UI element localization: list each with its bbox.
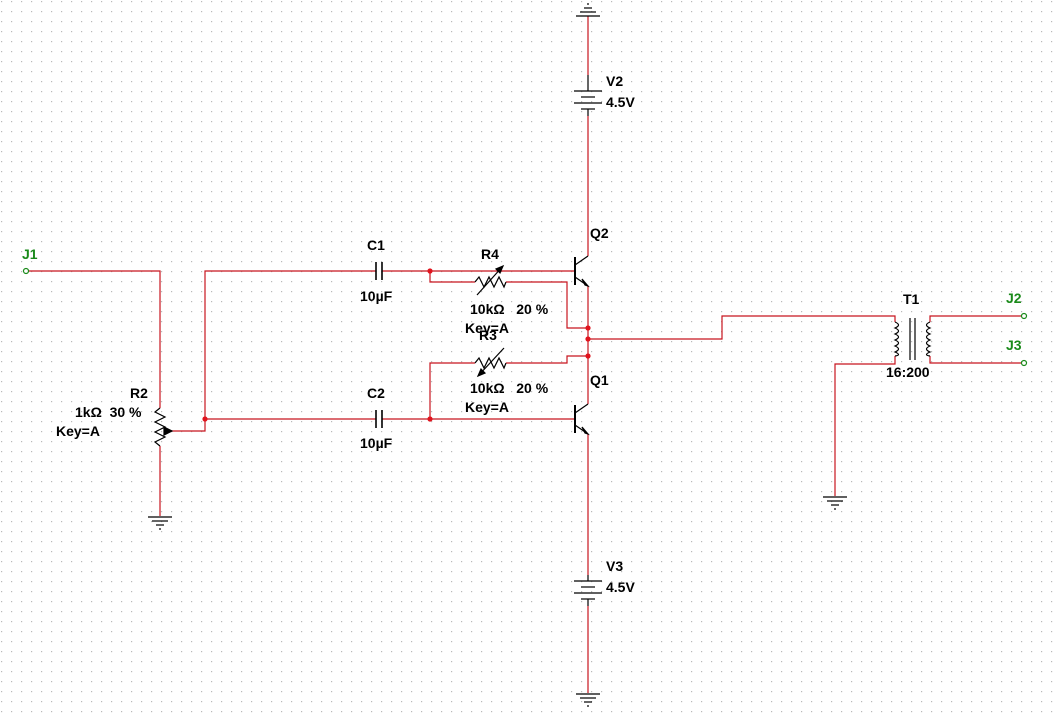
r2-value: 1kΩ 30 % [75,404,142,420]
connector-j1[interactable]: J1 [22,246,38,275]
connector-icon[interactable] [22,267,30,275]
potentiometer-icon[interactable] [474,264,507,296]
connector-j3[interactable]: J3 [1006,337,1028,367]
potentiometer-icon[interactable] [153,407,174,447]
pnp-transistor-icon[interactable] [574,403,590,436]
wire-t1-j3[interactable] [929,356,1024,364]
ground-icon [576,693,600,707]
potentiometer-icon[interactable] [474,347,507,378]
r3-ref: R3 [479,327,497,343]
v3-value: 4.5V [606,579,635,595]
r3-key: Key=A [465,399,509,415]
wire-t1-ground[interactable] [834,356,896,496]
junction-dot [585,336,591,342]
transformer-icon[interactable] [893,318,932,360]
r2-ref: R2 [130,385,148,401]
r4-ref: R4 [481,246,499,262]
capacitor-icon[interactable] [375,410,383,428]
junction-dot [585,325,591,331]
wire-r2-wiper[interactable] [165,419,206,432]
c1-ref: C1 [367,237,385,253]
wire-output-t1[interactable] [588,315,896,340]
wire-r4-branch[interactable] [429,271,475,283]
ground-icon [576,3,600,17]
junction-dot [427,268,433,274]
battery-icon[interactable] [574,75,602,116]
c1-value: 10µF [360,288,393,304]
ground-icon [823,496,847,510]
v3-ref: V3 [606,558,623,574]
t1-ref: T1 [903,291,920,307]
wire-j1-r2[interactable] [26,270,161,408]
wire-r4-to-output[interactable] [506,281,588,329]
npn-transistor-icon[interactable] [574,255,590,288]
v2-value: 4.5V [606,94,635,110]
r4-key: Key=A [465,320,509,336]
wire-t1-j2[interactable] [929,315,1024,322]
r2-key: Key=A [56,423,100,439]
r4-value: 10kΩ 20 % [470,301,549,317]
connector-icon[interactable] [1020,359,1028,367]
wire-r3-to-output[interactable] [506,355,588,364]
connector-icon[interactable] [1020,312,1028,320]
connector-label-j3: J3 [1006,337,1022,353]
q2-ref: Q2 [590,225,609,241]
c2-value: 10µF [360,435,393,451]
r3-value: 10kΩ 20 % [470,380,549,396]
c2-ref: C2 [367,385,385,401]
wire-node-c1[interactable] [204,270,376,419]
ground-icon [148,516,172,530]
wires [26,16,1024,693]
v2-ref: V2 [606,73,623,89]
junction-dot [427,416,433,422]
capacitor-icon[interactable] [375,262,383,280]
wire-r3-branch[interactable] [429,362,475,419]
connector-label-j2: J2 [1006,290,1022,306]
connector-label-j1: J1 [22,246,38,262]
junction-dot [585,353,591,359]
t1-ratio: 16:200 [886,364,930,380]
connectors: J1 J2 J3 [22,246,1028,367]
labels: V2 4.5V Q2 Q1 C1 10µF C2 10µF R4 10kΩ 20… [56,73,930,595]
connector-j2[interactable]: J2 [1006,290,1028,320]
junction-dot [202,416,208,422]
q1-ref: Q1 [590,372,609,388]
battery-icon[interactable] [574,575,602,606]
junctions [202,268,591,422]
